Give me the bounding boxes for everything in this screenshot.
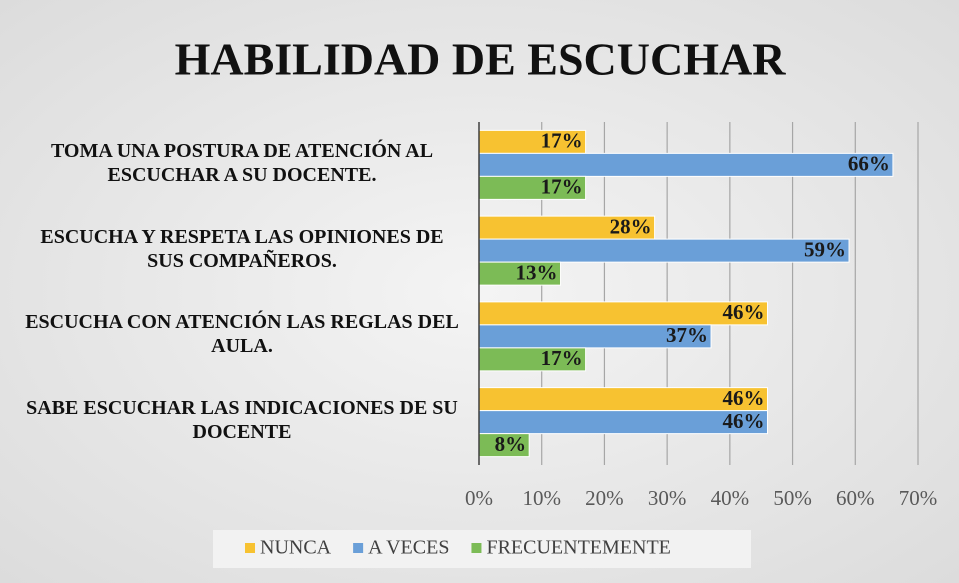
x-tick-label: 0% [465,486,493,510]
x-tick-label: 40% [711,486,750,510]
value-label: 13% [516,260,558,284]
legend-label: NUNCA [260,537,332,559]
value-label: 28% [610,214,652,238]
value-label: 37% [666,323,708,347]
value-label: 8% [495,432,527,456]
x-tick-label: 30% [648,486,687,510]
value-label: 17% [541,129,583,153]
category-label: ESCUCHA CON ATENCIÓN LAS REGLAS DEL AULA… [25,311,459,358]
value-label: 46% [722,386,764,410]
category-label: TOMA UNA POSTURA DE ATENCIÓN AL ESCUCHAR… [50,139,434,186]
bar [478,238,850,263]
x-tick-label: 50% [773,486,812,510]
value-label: 17% [541,175,583,199]
legend-swatch [471,543,482,553]
legend-swatch [353,543,364,553]
x-tick-label: 60% [836,486,875,510]
x-tick-label: 10% [522,486,561,510]
value-label: 46% [722,300,764,324]
chart-title: HABILIDAD DE ESCUCHAR [175,34,787,85]
bar [478,152,894,177]
value-label: 46% [722,409,764,433]
legend-swatch [245,543,255,553]
category-label: SABE ESCUCHAR LAS INDICACIONES DE SU DOC… [26,397,458,444]
category-label: ESCUCHA Y RESPETA LAS OPINIONES DE SUS C… [40,225,444,272]
x-tick-label: 20% [585,486,624,510]
x-tick-label: 70% [899,486,938,510]
legend-label: FRECUENTEMENTE [486,537,670,559]
value-label: 66% [848,152,890,176]
value-label: 17% [541,346,583,370]
legend-label: A VECES [368,537,449,559]
legend-box [213,530,751,568]
value-label: 59% [804,237,846,261]
